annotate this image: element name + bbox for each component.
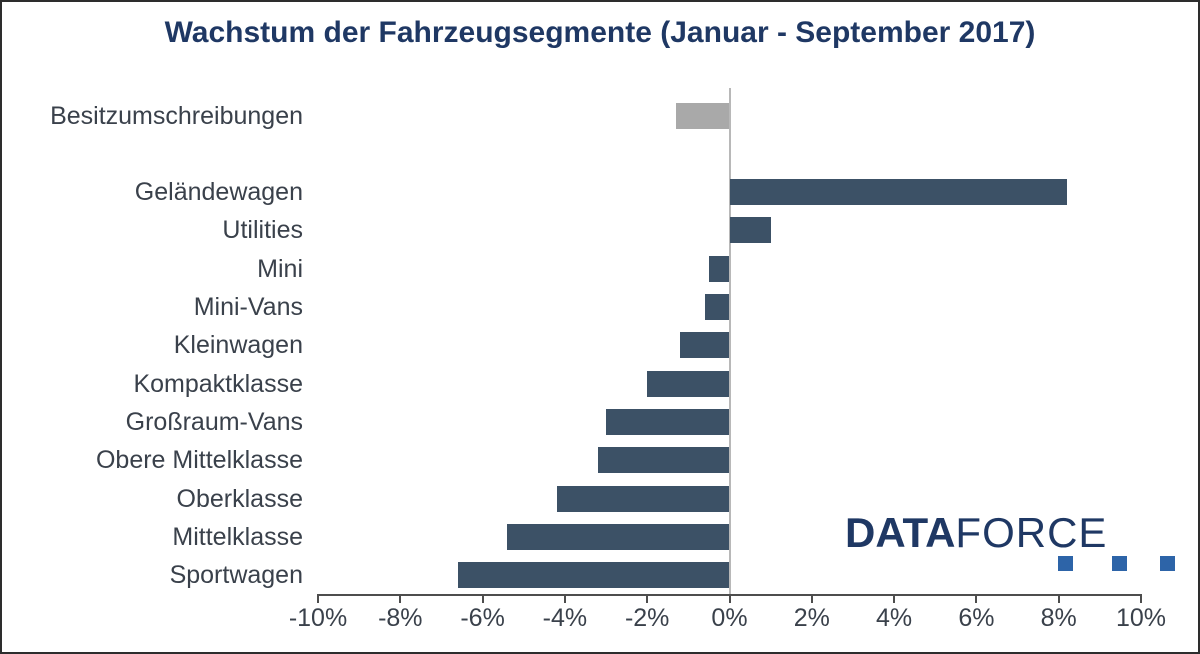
category-label: Oberklasse: [176, 484, 303, 513]
category-label: Mittelklasse: [172, 522, 303, 551]
x-axis-tick-label: 6%: [958, 604, 995, 632]
bar-Mini-Vans: [704, 294, 730, 320]
x-axis-tick-label: -2%: [624, 604, 670, 632]
category-label: Mini: [257, 254, 303, 283]
x-axis-tick-label: -4%: [542, 604, 588, 632]
x-axis-tick-label: 8%: [1040, 604, 1077, 632]
x-axis-tick: [317, 594, 319, 603]
bar-Mini: [708, 255, 730, 282]
category-label: Obere Mittelklasse: [95, 446, 303, 475]
bar-Geländewagen: [729, 179, 1067, 206]
category-label: Kleinwagen: [173, 331, 303, 360]
dataforce-logo: DATAFORCE: [840, 510, 1190, 580]
x-axis-tick: [1140, 594, 1142, 603]
bar-Utilities: [729, 217, 771, 244]
chart-title: Wachstum der Fahrzeugsegmente (Januar - …: [164, 16, 1036, 49]
x-axis-tick: [399, 594, 402, 603]
logo-text-data: DATA: [845, 509, 956, 556]
x-axis-tick-label: 10%: [1115, 604, 1167, 632]
bar-Kleinwagen: [680, 332, 730, 359]
x-axis-tick-label: 4%: [876, 604, 913, 632]
category-label: Sportwagen: [169, 561, 303, 590]
x-axis-tick-label: 0%: [711, 604, 748, 632]
x-axis-tick: [563, 594, 566, 603]
x-axis-tick-label: -10%: [288, 604, 348, 632]
bar-Sportwagen: [457, 562, 730, 589]
category-label: Geländewagen: [134, 178, 303, 207]
x-axis-tick: [481, 594, 484, 603]
x-axis-tick: [810, 594, 813, 603]
logo-square-icon: [1160, 556, 1175, 571]
logo-square-icon: [1058, 556, 1073, 571]
x-axis-tick-label: -6%: [460, 604, 505, 632]
x-axis-tick: [728, 594, 731, 603]
x-axis-tick: [646, 594, 649, 603]
bar-Besitzumschreibungen: [676, 102, 730, 129]
category-label: Großraum-Vans: [125, 407, 303, 436]
x-axis-tick: [1057, 594, 1060, 603]
bar-Kompaktklasse: [647, 370, 730, 397]
bar-Oberklasse: [556, 485, 730, 512]
bar-Großraum-Vans: [606, 408, 730, 435]
x-axis-tick-label: 2%: [793, 604, 830, 632]
dataforce-logo-text: DATAFORCE: [845, 510, 1107, 556]
category-label: Utilities: [222, 216, 303, 245]
x-axis-tick: [975, 594, 978, 603]
x-axis-tick-label: -8%: [378, 604, 423, 632]
logo-text-force: FORCE: [955, 509, 1108, 556]
x-axis-tick: [893, 594, 896, 603]
category-label: Mini-Vans: [193, 293, 303, 321]
bar-Obere Mittelklasse: [597, 447, 730, 474]
category-label: Kompaktklasse: [133, 369, 303, 398]
zero-gridline: [728, 88, 731, 594]
logo-square-icon: [1112, 556, 1127, 571]
bar-Mittelklasse: [507, 523, 730, 550]
category-label: Besitzumschreibungen: [50, 101, 303, 130]
